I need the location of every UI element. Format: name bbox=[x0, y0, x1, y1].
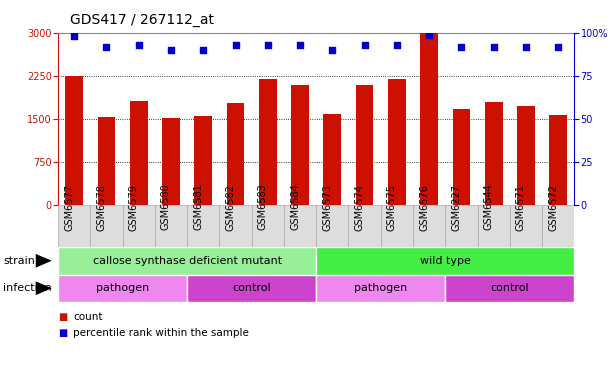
Text: count: count bbox=[73, 311, 103, 322]
Text: control: control bbox=[232, 283, 271, 293]
Bar bbox=[187, 274, 316, 302]
Text: ■: ■ bbox=[58, 311, 67, 322]
Point bbox=[134, 42, 144, 48]
Point bbox=[554, 44, 563, 50]
Bar bbox=[98, 117, 115, 205]
Polygon shape bbox=[35, 254, 52, 268]
Text: GSM6581: GSM6581 bbox=[193, 184, 203, 231]
Text: GSM6579: GSM6579 bbox=[129, 184, 139, 231]
Bar bbox=[316, 274, 445, 302]
Text: strain: strain bbox=[3, 256, 35, 266]
Bar bbox=[58, 274, 187, 302]
Text: GSM6580: GSM6580 bbox=[161, 184, 171, 231]
Bar bbox=[259, 79, 277, 205]
Point bbox=[360, 42, 370, 48]
Bar bbox=[90, 205, 123, 247]
Text: GSM6573: GSM6573 bbox=[323, 184, 332, 231]
Bar bbox=[478, 205, 510, 247]
Point bbox=[166, 47, 176, 53]
Bar bbox=[453, 109, 470, 205]
Bar bbox=[123, 205, 155, 247]
Text: GSM6578: GSM6578 bbox=[97, 184, 106, 231]
Text: GSM6583: GSM6583 bbox=[258, 184, 268, 231]
Bar bbox=[130, 101, 148, 205]
Text: GSM6227: GSM6227 bbox=[452, 184, 461, 231]
Text: GSM6582: GSM6582 bbox=[225, 184, 235, 231]
Text: percentile rank within the sample: percentile rank within the sample bbox=[73, 328, 249, 338]
Bar bbox=[58, 247, 316, 274]
Text: GSM6576: GSM6576 bbox=[419, 184, 429, 231]
Bar bbox=[252, 205, 284, 247]
Bar bbox=[316, 205, 348, 247]
Bar bbox=[510, 205, 542, 247]
Text: control: control bbox=[491, 283, 529, 293]
Text: GSM6572: GSM6572 bbox=[548, 184, 558, 231]
Bar bbox=[420, 33, 438, 205]
Point bbox=[69, 33, 79, 39]
Bar bbox=[445, 205, 478, 247]
Bar bbox=[356, 85, 373, 205]
Bar bbox=[381, 205, 413, 247]
Bar bbox=[162, 118, 180, 205]
Bar bbox=[485, 102, 502, 205]
Bar bbox=[549, 115, 567, 205]
Point bbox=[263, 42, 273, 48]
Bar bbox=[284, 205, 316, 247]
Bar bbox=[323, 114, 341, 205]
Text: GDS417 / 267112_at: GDS417 / 267112_at bbox=[70, 13, 214, 27]
Text: infection: infection bbox=[3, 283, 52, 293]
Bar bbox=[413, 205, 445, 247]
Point bbox=[424, 32, 434, 38]
Point bbox=[521, 44, 531, 50]
Point bbox=[295, 42, 305, 48]
Text: wild type: wild type bbox=[420, 256, 470, 266]
Point bbox=[456, 44, 466, 50]
Text: GSM6574: GSM6574 bbox=[354, 184, 365, 231]
Bar bbox=[58, 205, 90, 247]
Text: callose synthase deficient mutant: callose synthase deficient mutant bbox=[92, 256, 282, 266]
Bar bbox=[291, 85, 309, 205]
Text: ■: ■ bbox=[58, 328, 67, 338]
Bar bbox=[445, 274, 574, 302]
Bar bbox=[348, 205, 381, 247]
Bar bbox=[194, 116, 212, 205]
Text: GSM6544: GSM6544 bbox=[484, 184, 494, 231]
Point bbox=[101, 44, 111, 50]
Bar bbox=[65, 76, 83, 205]
Text: GSM6575: GSM6575 bbox=[387, 184, 397, 231]
Bar bbox=[388, 79, 406, 205]
Point bbox=[392, 42, 402, 48]
Point bbox=[489, 44, 499, 50]
Text: GSM6577: GSM6577 bbox=[64, 184, 74, 231]
Bar bbox=[542, 205, 574, 247]
Text: GSM6584: GSM6584 bbox=[290, 184, 300, 231]
Text: pathogen: pathogen bbox=[96, 283, 149, 293]
Bar bbox=[155, 205, 187, 247]
Bar bbox=[219, 205, 252, 247]
Polygon shape bbox=[35, 281, 52, 295]
Point bbox=[327, 47, 337, 53]
Bar bbox=[316, 247, 574, 274]
Point bbox=[199, 47, 208, 53]
Point bbox=[230, 42, 240, 48]
Bar bbox=[517, 107, 535, 205]
Text: pathogen: pathogen bbox=[354, 283, 408, 293]
Bar bbox=[187, 205, 219, 247]
Text: GSM6571: GSM6571 bbox=[516, 184, 526, 231]
Bar bbox=[227, 103, 244, 205]
